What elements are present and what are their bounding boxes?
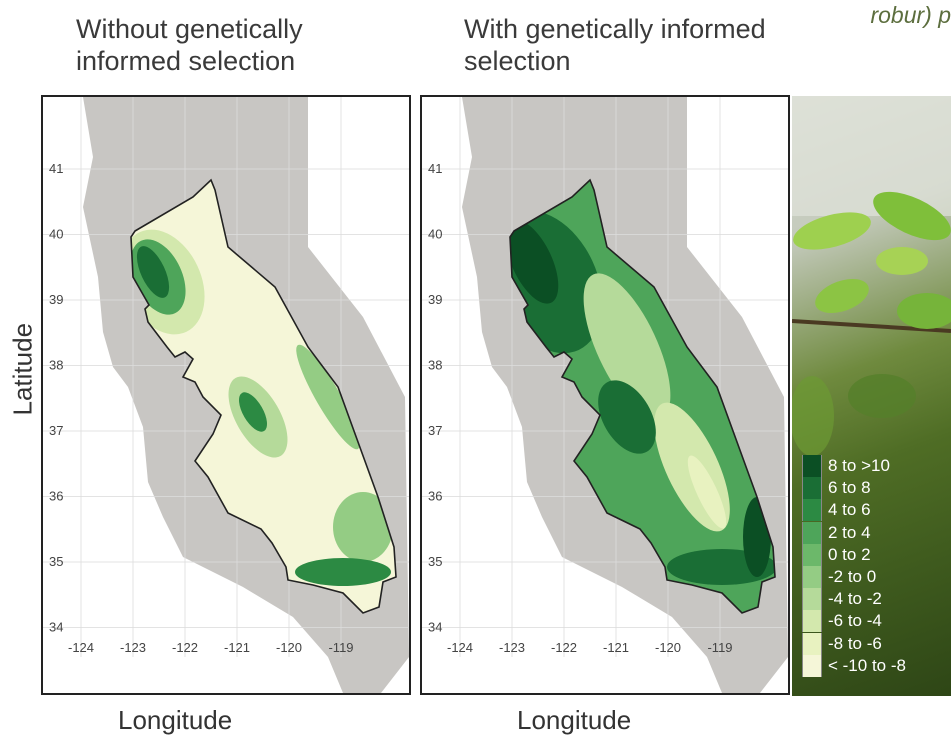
legend-label: 4 to 6 bbox=[828, 500, 871, 520]
map-svg-without: -124 -123 -122 -121 -120 -119 41 40 39 38 37 36 35 34 bbox=[43, 97, 409, 693]
y-tick-label: 37 bbox=[49, 423, 63, 438]
x-tick-label: -121 bbox=[224, 640, 250, 655]
x-tick-label: -121 bbox=[603, 640, 629, 655]
legend-swatch bbox=[802, 521, 822, 544]
y-tick-label: 38 bbox=[428, 358, 442, 373]
legend-label: -8 to -6 bbox=[828, 633, 882, 653]
y-tick-label: 41 bbox=[49, 161, 63, 176]
map-panel-with: -124 -123 -122 -121 -120 -119 41 40 39 38 37 36 35 34 bbox=[420, 95, 790, 695]
legend-label: -6 to -4 bbox=[828, 611, 882, 631]
heat-patch bbox=[295, 558, 391, 586]
y-tick-label: 34 bbox=[428, 620, 442, 635]
legend-item: 4 to 6 bbox=[802, 499, 951, 522]
y-tick-label: 41 bbox=[428, 161, 442, 176]
legend-item: < -10 to -8 bbox=[802, 654, 951, 677]
region-outline bbox=[130, 178, 397, 614]
oak-leaves-illustration bbox=[792, 96, 951, 456]
top-right-note-rest: ) p bbox=[924, 2, 951, 28]
map-svg-with: -124 -123 -122 -121 -120 -119 41 40 39 38 37 36 35 34 bbox=[422, 97, 788, 693]
y-tick-label: 39 bbox=[49, 292, 63, 307]
x-tick-label: -123 bbox=[120, 640, 146, 655]
heat-patch bbox=[510, 220, 559, 304]
right-panel-title: With genetically informed selection bbox=[464, 14, 766, 76]
left-panel-title: Without genetically informed selection bbox=[76, 14, 303, 76]
x-axis-label-right: Longitude bbox=[517, 705, 632, 735]
y-tick-label: 34 bbox=[49, 620, 63, 635]
legend-item: 2 to 4 bbox=[802, 521, 951, 544]
heat-patch bbox=[583, 273, 671, 421]
legend-swatch bbox=[802, 499, 822, 522]
legend-item: 8 to >10 bbox=[802, 455, 951, 477]
y-axis-label: Latitude bbox=[7, 322, 38, 416]
region-outline bbox=[509, 178, 776, 614]
x-tick-label: -120 bbox=[655, 640, 681, 655]
x-axis-label-left: Longitude bbox=[118, 705, 233, 735]
y-tick-label: 35 bbox=[49, 554, 63, 569]
map-panel-without: -124 -123 -122 -121 -120 -119 41 40 39 38 37 36 35 34 bbox=[41, 95, 411, 695]
y-tick-label: 40 bbox=[428, 227, 442, 242]
heat-patch bbox=[136, 246, 170, 298]
heat-patch bbox=[333, 492, 393, 562]
legend-item: -8 to -6 bbox=[802, 632, 951, 655]
x-tick-label: -119 bbox=[707, 640, 732, 655]
x-tick-label: -119 bbox=[328, 640, 353, 655]
legend-label: 0 to 2 bbox=[828, 544, 871, 564]
legend-label: 8 to >10 bbox=[828, 456, 890, 475]
legend-label: 6 to 8 bbox=[828, 478, 871, 498]
legend-swatch bbox=[802, 654, 822, 677]
legend-label: 2 to 4 bbox=[828, 522, 871, 542]
heat-patch bbox=[598, 380, 656, 454]
legend-item: 0 to 2 bbox=[802, 543, 951, 566]
x-tick-label: -123 bbox=[499, 640, 525, 655]
y-tick-label: 39 bbox=[428, 292, 442, 307]
heat-patch bbox=[296, 344, 360, 450]
legend-item: -4 to -2 bbox=[802, 588, 951, 611]
legend-item: -6 to -4 bbox=[802, 610, 951, 633]
legend-swatch bbox=[802, 477, 822, 500]
legend-item: -2 to 0 bbox=[802, 566, 951, 588]
x-tick-label: -124 bbox=[447, 640, 473, 655]
y-tick-label: 37 bbox=[428, 423, 442, 438]
x-tick-label: -124 bbox=[68, 640, 94, 655]
legend-swatch bbox=[802, 610, 822, 633]
heat-patch bbox=[239, 392, 267, 432]
legend-swatch bbox=[802, 455, 822, 477]
y-tick-label: 40 bbox=[49, 227, 63, 242]
y-tick-label: 36 bbox=[49, 489, 63, 504]
legend-swatch bbox=[802, 543, 822, 566]
x-tick-label: -122 bbox=[172, 640, 198, 655]
y-tick-label: 36 bbox=[428, 489, 442, 504]
y-tick-label: 38 bbox=[49, 358, 63, 373]
y-tick-label: 35 bbox=[428, 554, 442, 569]
legend-label: -2 to 0 bbox=[828, 567, 877, 586]
x-tick-label: -120 bbox=[276, 640, 302, 655]
legend-item: 6 to 8 bbox=[802, 477, 951, 500]
legend-swatch bbox=[802, 588, 822, 611]
top-right-note-italic: robur bbox=[870, 2, 925, 28]
heat-patch bbox=[687, 455, 727, 529]
x-tick-label: -122 bbox=[551, 640, 577, 655]
legend-swatch bbox=[802, 566, 822, 588]
legend-label: < -10 to -8 bbox=[828, 655, 906, 675]
legend-label: -4 to -2 bbox=[828, 589, 882, 609]
top-right-note: robur) p bbox=[870, 2, 951, 29]
legend-swatch bbox=[802, 632, 822, 655]
